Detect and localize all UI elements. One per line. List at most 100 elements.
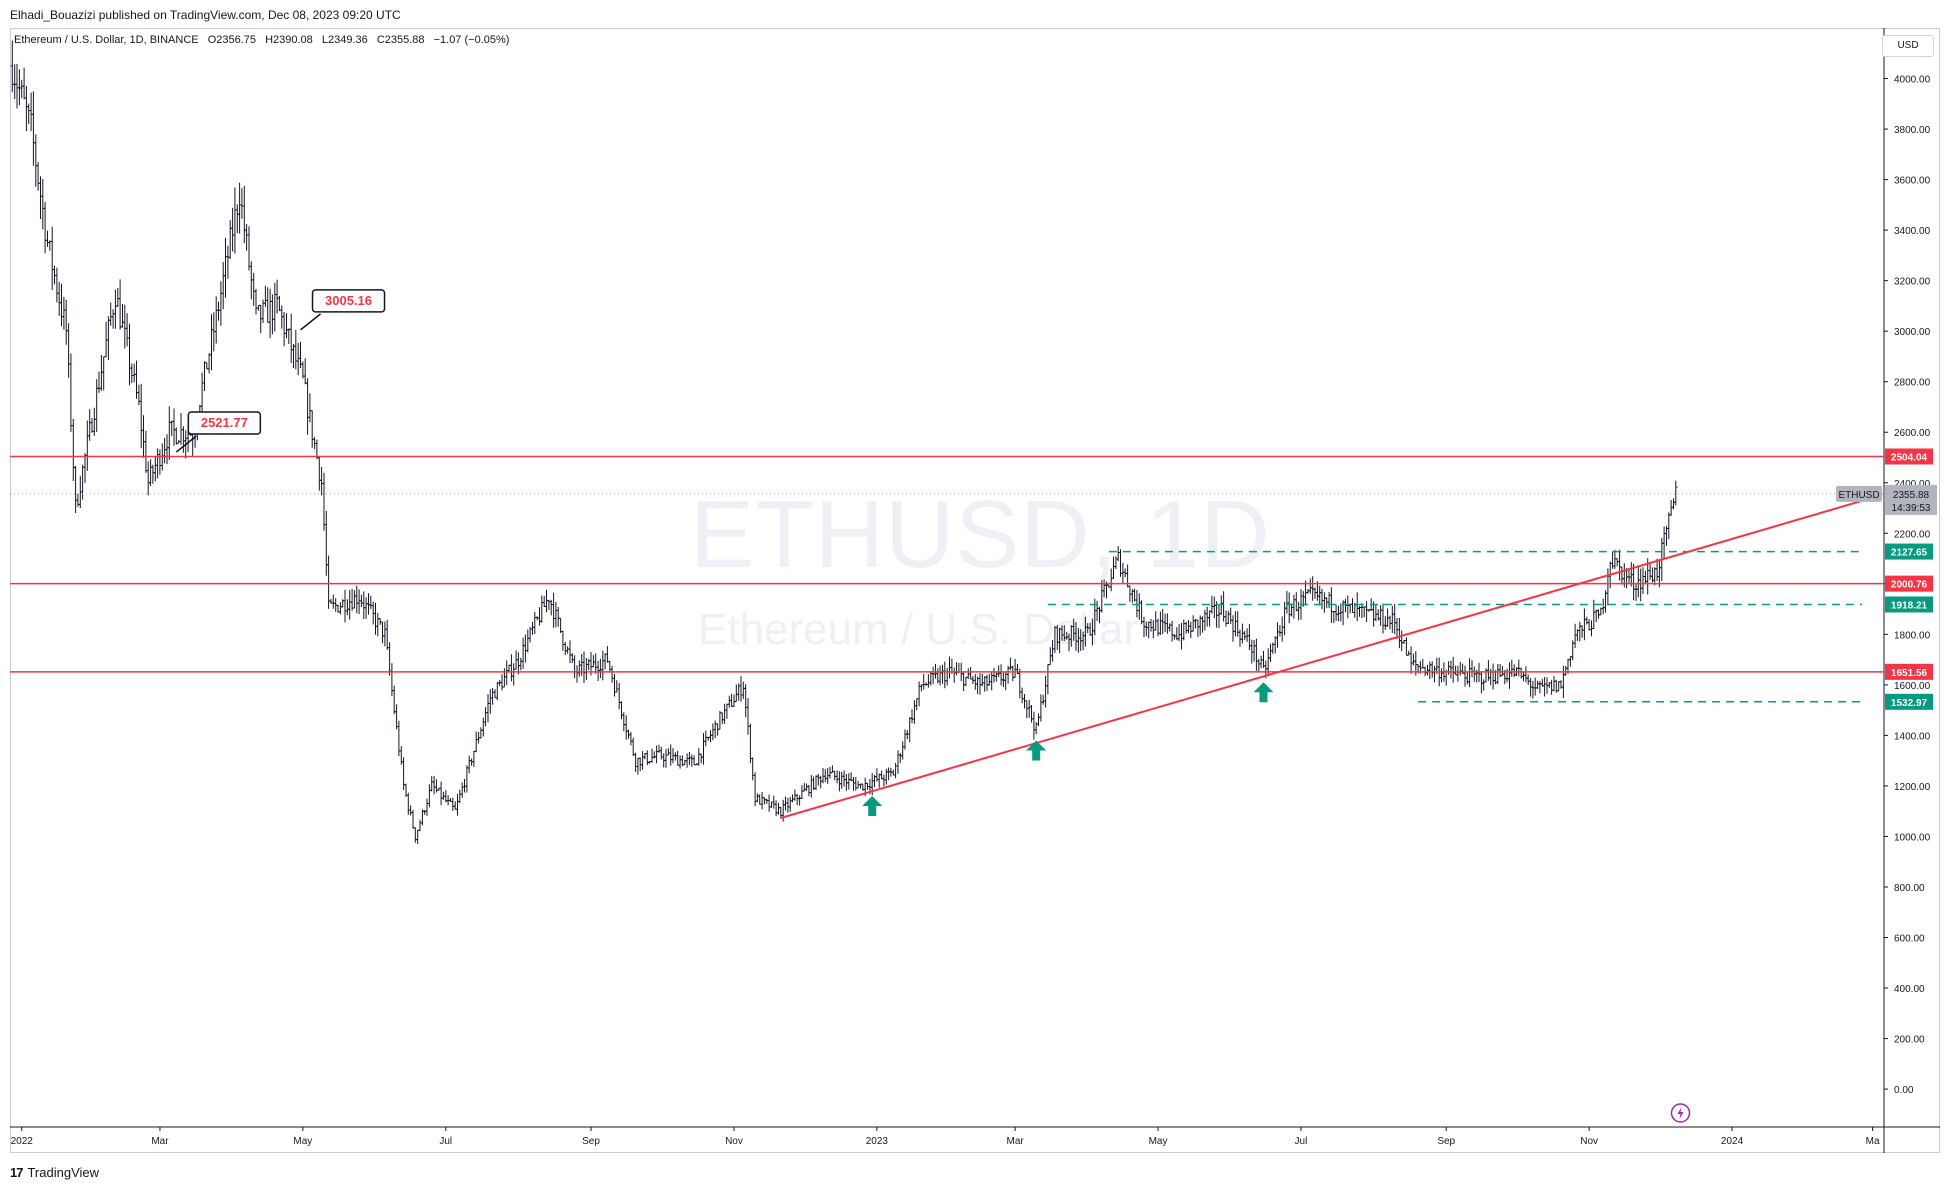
ohlc-bar bbox=[847, 773, 851, 790]
ohlc-bar bbox=[1081, 631, 1085, 651]
ohlc-bar bbox=[776, 802, 781, 815]
up-arrow-shape bbox=[862, 796, 883, 816]
ohlc-bar bbox=[1439, 668, 1444, 683]
x-tick-label: Ma bbox=[1866, 1136, 1880, 1147]
ohlc-bar bbox=[1606, 568, 1610, 606]
ohlc-bar bbox=[1596, 609, 1601, 619]
ohlc-bar bbox=[1285, 590, 1289, 614]
ohlc-bar bbox=[1067, 633, 1071, 652]
ohlc-bar bbox=[1072, 618, 1076, 641]
ohlc-bar bbox=[1290, 603, 1294, 617]
ohlc-bar bbox=[1538, 680, 1542, 694]
ohlc-bar bbox=[95, 379, 99, 433]
ohlc-bar bbox=[575, 665, 579, 683]
ohlc-bar bbox=[409, 805, 413, 816]
ohlc-bar bbox=[919, 684, 923, 692]
ohlc-bar bbox=[245, 223, 249, 251]
ohlc-bar bbox=[31, 91, 35, 166]
ohlc-bar bbox=[139, 383, 143, 449]
ohlc-bar bbox=[1076, 628, 1080, 653]
ohlc-bar bbox=[1620, 566, 1624, 585]
ohlc-bar bbox=[1283, 601, 1287, 636]
ohlc-bar bbox=[439, 781, 443, 806]
ohlc-bar bbox=[1029, 705, 1034, 723]
ohlc-open: O2356.75 bbox=[207, 34, 257, 46]
y-tick-label: 200.00 bbox=[1894, 1035, 1925, 1046]
ohlc-bar bbox=[1552, 676, 1556, 692]
ohlc-bar bbox=[1496, 664, 1500, 684]
ohlc-bar bbox=[158, 449, 162, 475]
ohlc-bar bbox=[1397, 618, 1401, 649]
ohlc-bar bbox=[116, 288, 120, 307]
ohlc-bar bbox=[1634, 583, 1638, 601]
ohlc-bar bbox=[748, 723, 752, 764]
ohlc-bar bbox=[362, 591, 366, 620]
ohlc-bar bbox=[795, 794, 799, 806]
ohlc-bar bbox=[1217, 605, 1221, 628]
symbol-name[interactable]: Ethereum / U.S. Dollar, 1D, BINANCE bbox=[14, 34, 199, 46]
ohlc-bar bbox=[352, 590, 356, 609]
ohlc-bar bbox=[111, 309, 115, 329]
ohlc-bar bbox=[887, 767, 891, 781]
ohlc-bar bbox=[240, 188, 244, 219]
ohlc-bar bbox=[1667, 512, 1671, 540]
ohlc-bar bbox=[146, 461, 150, 496]
ohlc-bar bbox=[1257, 658, 1261, 673]
ohlc-bar bbox=[242, 185, 246, 244]
currency-button[interactable]: USD bbox=[1882, 35, 1934, 57]
ohlc-bar bbox=[163, 438, 167, 464]
ohlc-bar bbox=[1322, 592, 1326, 613]
ohlc-bar bbox=[90, 418, 94, 433]
ohlc-bar bbox=[97, 371, 101, 393]
ohlc-bar bbox=[1273, 636, 1277, 654]
ohlc-bar bbox=[645, 750, 649, 766]
ohlc-bar bbox=[1294, 592, 1298, 612]
ohlc-bar bbox=[730, 693, 734, 708]
ohlc-bar bbox=[762, 797, 766, 805]
ohlc-bar bbox=[395, 704, 399, 730]
ohlc-bar bbox=[699, 753, 703, 764]
up-arrow-shape bbox=[1026, 740, 1047, 761]
ohlc-bar bbox=[1065, 631, 1069, 640]
ohlc-bar bbox=[1163, 613, 1167, 633]
ohlc-bar bbox=[767, 794, 771, 812]
ohlc-bar bbox=[13, 64, 17, 99]
ohlc-bar bbox=[209, 314, 214, 371]
ohlc-bar bbox=[385, 619, 389, 650]
ohlc-bar bbox=[1587, 618, 1591, 631]
ohlc-bar bbox=[1182, 619, 1186, 641]
ohlc-bar bbox=[1226, 610, 1230, 624]
ohlc-bar bbox=[823, 769, 827, 783]
y-tick-label: 3600.00 bbox=[1894, 176, 1931, 187]
ohlc-bar bbox=[1191, 615, 1195, 632]
ohlc-bar bbox=[1393, 604, 1397, 634]
ohlc-bar bbox=[1041, 694, 1045, 705]
ohlc-bar bbox=[1360, 603, 1364, 618]
ohlc-bar bbox=[568, 640, 572, 663]
ohlc-bar bbox=[1594, 609, 1598, 622]
y-tick-label: 400.00 bbox=[1894, 984, 1925, 995]
y-tick-label: 1000.00 bbox=[1894, 832, 1931, 843]
ohlc-bar bbox=[357, 589, 361, 614]
ohlc-bars bbox=[10, 40, 1678, 844]
ohlc-bar bbox=[678, 755, 682, 769]
ohlc-bar bbox=[167, 406, 171, 460]
ohlc-bar bbox=[149, 459, 153, 486]
ohlc-bar bbox=[416, 829, 420, 844]
ohlc-bar bbox=[1060, 625, 1064, 641]
ohlc-bar bbox=[1432, 665, 1437, 683]
tradingview-brand[interactable]: 17 TradingView bbox=[10, 1165, 99, 1180]
ohlc-bar bbox=[1451, 656, 1455, 683]
ohlc-bar bbox=[1011, 665, 1015, 682]
ohlc-bar bbox=[238, 182, 242, 234]
ohlc-bar bbox=[1639, 568, 1643, 602]
ohlc-bar bbox=[214, 296, 218, 344]
ohlc-bar bbox=[877, 773, 881, 788]
ohlc-bar bbox=[725, 703, 729, 719]
ohlc-bar bbox=[786, 797, 790, 813]
ohlc-bar bbox=[938, 665, 942, 686]
ohlc-bar bbox=[1177, 624, 1181, 642]
ohlc-bar bbox=[1536, 680, 1540, 689]
ohlc-bar bbox=[526, 629, 530, 653]
